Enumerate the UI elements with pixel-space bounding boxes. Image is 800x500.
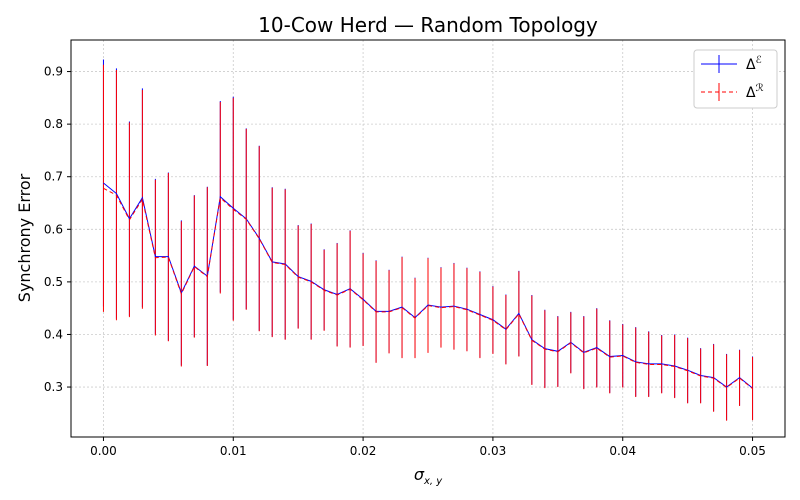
y-tick-label: 0.7 <box>44 170 63 184</box>
y-axis-title: Synchrony Error <box>15 173 34 302</box>
x-tick-label: 0.04 <box>609 444 636 458</box>
y-tick-label: 0.8 <box>44 117 63 131</box>
x-tick-label: 0.01 <box>220 444 247 458</box>
y-tick-label: 0.4 <box>44 327 63 341</box>
x-tick-label: 0.03 <box>480 444 507 458</box>
y-tick-label: 0.9 <box>44 65 63 79</box>
legend-entry-r: Δℛ <box>701 83 764 101</box>
legend: Δℰ Δℛ <box>693 49 778 109</box>
y-tick-label: 0.3 <box>44 380 63 394</box>
x-tick-label: 0.00 <box>90 444 117 458</box>
y-tick-label: 0.5 <box>44 275 63 289</box>
plot-frame <box>70 39 786 438</box>
series-lines <box>103 182 753 390</box>
legend-label-r: Δℛ <box>746 83 764 101</box>
y-tick-label: 0.6 <box>44 222 63 236</box>
chart-title: 10-Cow Herd — Random Topology <box>258 13 598 37</box>
legend-entry-energy: Δℰ <box>701 55 762 73</box>
x-axis-title: σx, y <box>414 465 443 487</box>
ticks: 0.00 0.01 0.02 0.03 0.04 0.05 0.3 0.4 0.5 0.6 0.7 0… <box>44 65 766 458</box>
x-tick-label: 0.05 <box>739 444 766 458</box>
series-line-r <box>103 187 753 390</box>
x-tick-label: 0.02 <box>350 444 377 458</box>
legend-box <box>693 49 778 109</box>
legend-label-energy: Δℰ <box>746 55 762 73</box>
